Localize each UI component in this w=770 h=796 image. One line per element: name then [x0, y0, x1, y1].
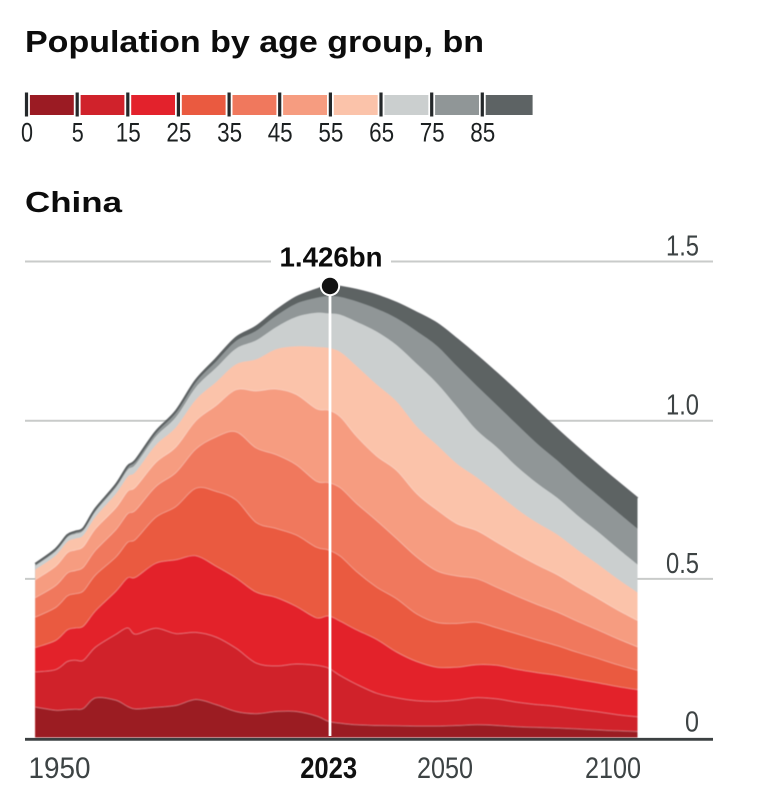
svg-text:0.5: 0.5	[666, 548, 699, 580]
svg-text:Population by age group, bn: Population by age group, bn	[25, 24, 484, 59]
svg-text:0: 0	[21, 117, 33, 147]
svg-text:25: 25	[166, 117, 191, 147]
svg-text:1950: 1950	[29, 752, 91, 785]
svg-text:55: 55	[318, 117, 343, 147]
svg-text:85: 85	[470, 117, 495, 147]
svg-text:65: 65	[369, 117, 394, 147]
svg-text:1.0: 1.0	[666, 390, 699, 422]
svg-text:45: 45	[268, 117, 293, 147]
svg-text:2050: 2050	[417, 752, 473, 785]
svg-text:5: 5	[72, 117, 84, 147]
svg-text:75: 75	[420, 117, 445, 147]
svg-text:China: China	[25, 187, 123, 219]
svg-text:1.5: 1.5	[666, 231, 699, 263]
svg-text:35: 35	[217, 117, 242, 147]
svg-text:2100: 2100	[585, 752, 641, 785]
svg-text:0: 0	[685, 707, 699, 739]
svg-text:2023: 2023	[300, 752, 357, 785]
svg-text:15: 15	[116, 117, 141, 147]
svg-text:1.426bn: 1.426bn	[280, 242, 383, 273]
